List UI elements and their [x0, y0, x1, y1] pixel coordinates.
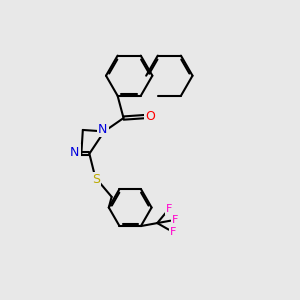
Text: F: F	[172, 215, 178, 225]
Text: N: N	[70, 146, 80, 159]
Text: N: N	[98, 123, 107, 136]
Text: F: F	[166, 204, 172, 214]
Text: F: F	[170, 227, 176, 237]
Text: O: O	[146, 110, 155, 123]
Text: S: S	[92, 173, 100, 186]
